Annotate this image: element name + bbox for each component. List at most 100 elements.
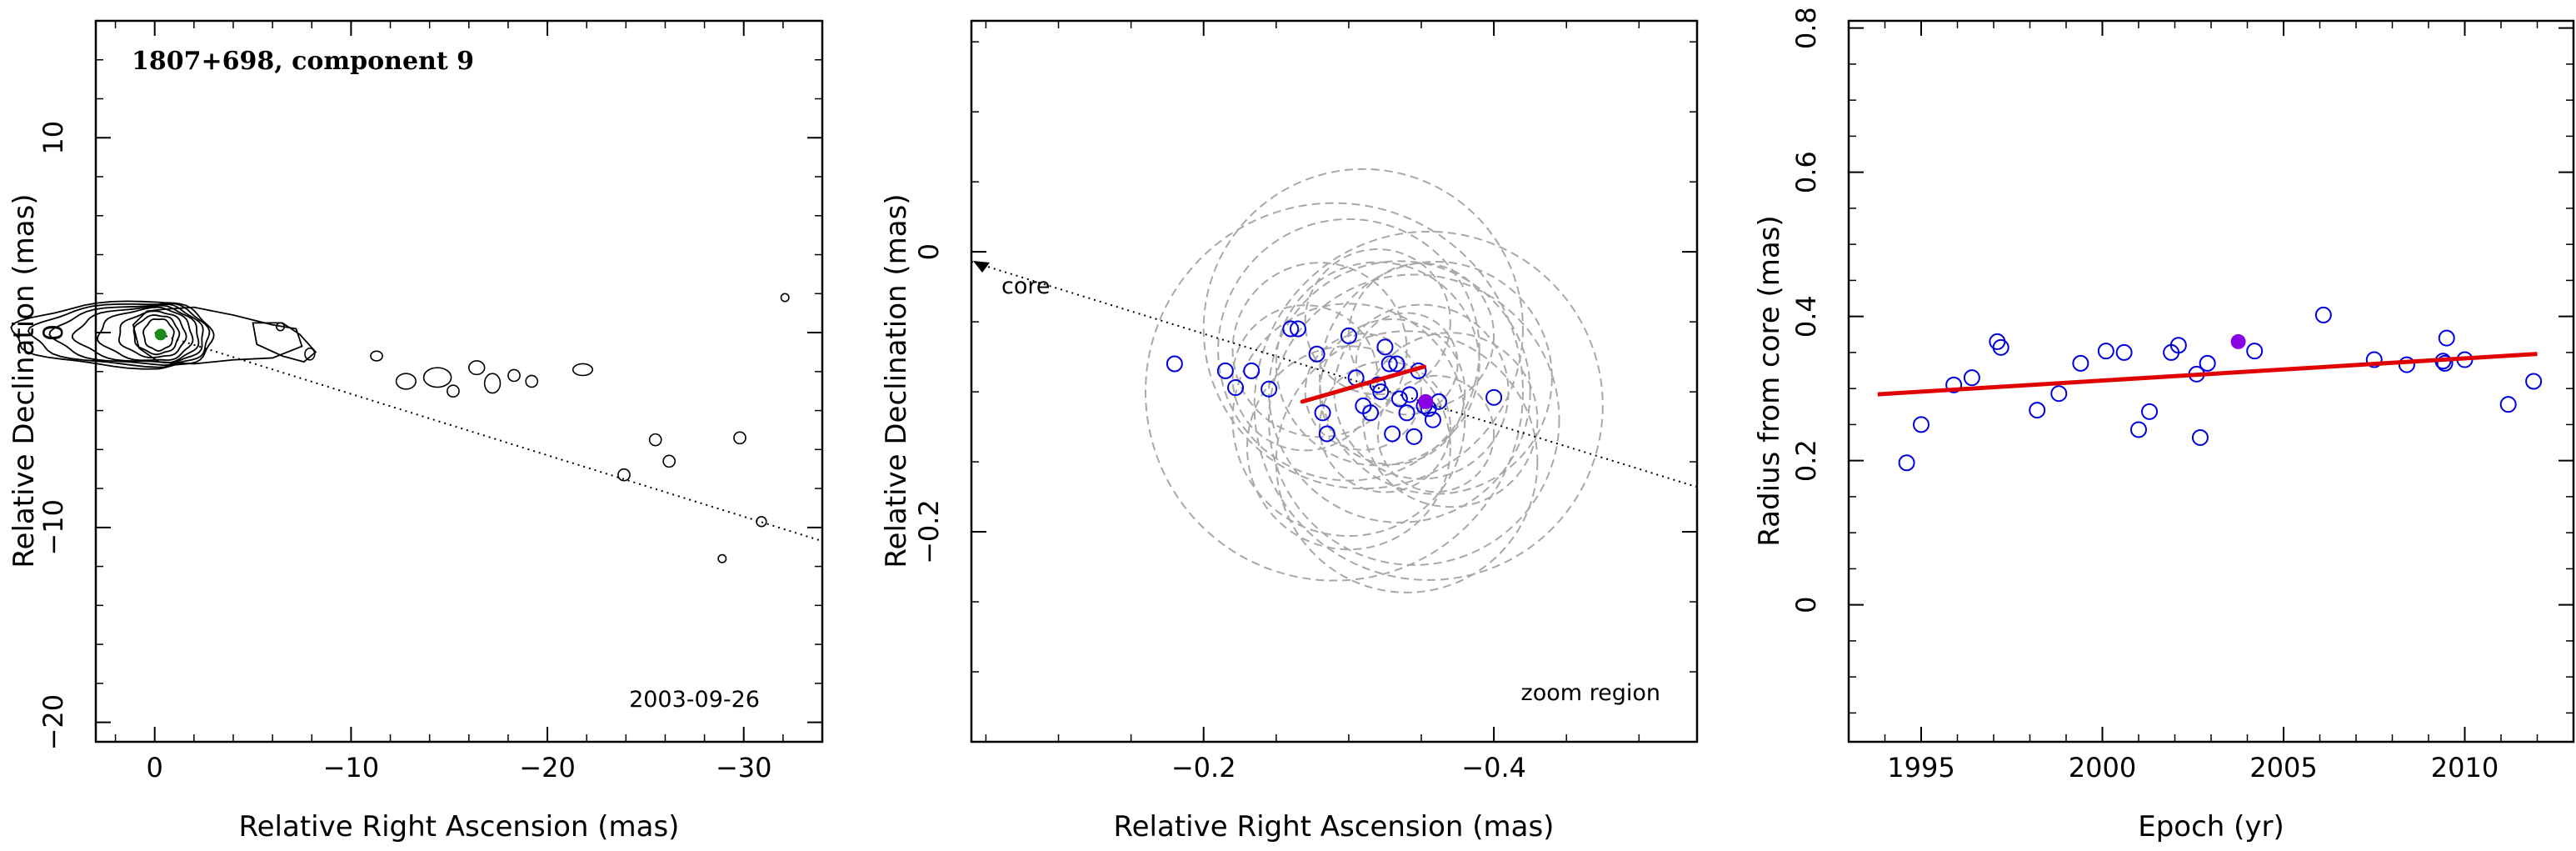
epoch-date-label: 2003-09-26 bbox=[629, 687, 760, 713]
epoch-point bbox=[1282, 320, 1300, 338]
radius-point bbox=[2436, 354, 2454, 372]
axis-ticks bbox=[971, 21, 1697, 742]
epoch-point bbox=[1398, 404, 1415, 422]
error-circle bbox=[1145, 202, 1524, 582]
contour-noise bbox=[467, 360, 486, 376]
plot-frame bbox=[94, 19, 824, 743]
radius-point bbox=[1898, 454, 1915, 472]
epoch-point bbox=[1384, 425, 1401, 443]
error-circle bbox=[1319, 360, 1451, 493]
map-panel: 0 −10 −20 −30 −20 −10 0 10 1807+698, component … bbox=[7, 19, 824, 843]
radius-point bbox=[1992, 338, 2009, 356]
y-tick-label: 10 bbox=[37, 121, 69, 155]
contour-line bbox=[132, 314, 181, 356]
y-tick-label: 0.8 bbox=[1790, 7, 1822, 49]
y-tick-label: 0.6 bbox=[1790, 151, 1822, 193]
epoch-point bbox=[1243, 362, 1261, 379]
error-circle bbox=[1253, 230, 1604, 581]
x-tick-label: 0 bbox=[147, 752, 163, 783]
x-axis-label: Relative Right Ascension (mas) bbox=[239, 810, 680, 843]
jet-axis-line bbox=[154, 332, 823, 543]
epoch-point bbox=[1308, 345, 1325, 363]
contour-noise bbox=[756, 516, 767, 528]
axis-ticks bbox=[96, 20, 823, 742]
zoom-panel: −0.2 −0.4 −0.2 0 core zoom region Relative … bbox=[880, 19, 1699, 843]
contour-line bbox=[97, 306, 194, 362]
error-circle bbox=[1217, 218, 1480, 482]
epoch-point bbox=[1340, 327, 1357, 344]
x-tick-label: 2005 bbox=[2249, 752, 2317, 783]
error-circle bbox=[1275, 330, 1539, 593]
radius-point bbox=[2072, 354, 2089, 372]
radius-point bbox=[2438, 329, 2455, 347]
y-axis-label: Relative Declination (mas) bbox=[880, 193, 913, 568]
radius-point bbox=[2246, 343, 2264, 360]
error-circle bbox=[1355, 312, 1459, 416]
contour-noise bbox=[483, 373, 502, 394]
radius-panel: 1995 2000 2005 2010 0 0.2 0.4 0.6 0.8 Epoch (yr)… bbox=[1753, 7, 2575, 843]
radius-point bbox=[1963, 369, 1980, 387]
contour-line bbox=[71, 304, 200, 364]
contour-line bbox=[48, 303, 204, 367]
radius-point bbox=[2097, 343, 2114, 360]
contour-noise bbox=[395, 373, 417, 390]
linear-fit-line bbox=[1877, 352, 2538, 397]
radius-point bbox=[2525, 373, 2543, 390]
epoch-point bbox=[1388, 355, 1405, 373]
error-circle bbox=[1231, 262, 1408, 438]
y-tick-label: 0 bbox=[1790, 596, 1822, 613]
y-tick-label: −20 bbox=[37, 694, 69, 751]
radius-point bbox=[2199, 354, 2216, 372]
radius-point bbox=[2130, 421, 2147, 438]
contour-noise bbox=[276, 322, 286, 332]
x-axis-label: Epoch (yr) bbox=[2138, 810, 2284, 843]
radius-point bbox=[2499, 396, 2517, 413]
component-marker bbox=[154, 328, 167, 341]
epoch-point bbox=[1314, 404, 1331, 422]
y-tick-label: 0.2 bbox=[1790, 439, 1822, 482]
contour-line bbox=[132, 306, 303, 365]
epoch-point bbox=[1166, 355, 1183, 373]
core-annotation: core bbox=[1001, 273, 1050, 299]
epoch-point bbox=[1289, 320, 1306, 338]
error-circle bbox=[1319, 318, 1466, 466]
epoch-point bbox=[1401, 386, 1419, 403]
contour-noise bbox=[525, 374, 539, 388]
epoch-point bbox=[1318, 425, 1335, 443]
error-circle bbox=[1202, 168, 1524, 490]
radius-point bbox=[2115, 343, 2133, 361]
contour-noise bbox=[304, 347, 316, 361]
epoch-point bbox=[1376, 338, 1394, 356]
error-circle bbox=[1376, 374, 1495, 493]
radius-point bbox=[2141, 403, 2159, 420]
epoch-point bbox=[1485, 388, 1503, 406]
tick-labels: 1995 2000 2005 2010 0 0.2 0.4 0.6 0.8 bbox=[1790, 7, 2499, 783]
contour-noise bbox=[733, 431, 746, 445]
epoch-point bbox=[1390, 390, 1408, 408]
x-tick-label: −0.2 bbox=[1171, 752, 1236, 783]
radius-point bbox=[1913, 416, 1930, 433]
highlighted-epoch-point bbox=[2230, 333, 2246, 349]
contour-map bbox=[10, 300, 317, 370]
x-tick-label: 2000 bbox=[2069, 752, 2136, 783]
contour-noise bbox=[662, 454, 676, 468]
epoch-point bbox=[1261, 380, 1278, 398]
axis-ticks bbox=[1848, 21, 2574, 742]
contour-line bbox=[117, 310, 187, 359]
x-tick-label: 1995 bbox=[1887, 752, 1954, 783]
panel-title: 1807+698, component 9 bbox=[132, 47, 474, 76]
radius-point bbox=[2050, 385, 2068, 403]
epoch-point bbox=[1369, 376, 1386, 393]
error-circle bbox=[1362, 332, 1539, 508]
contour-line bbox=[252, 322, 317, 363]
y-tick-label: 0 bbox=[37, 324, 69, 341]
epoch-point bbox=[1216, 362, 1234, 379]
radius-point bbox=[2398, 356, 2415, 373]
y-tick-label: −0.2 bbox=[913, 499, 945, 564]
zoom-region-annotation: zoom region bbox=[1521, 680, 1660, 706]
y-tick-label: −10 bbox=[37, 499, 69, 556]
epoch-point bbox=[1372, 383, 1390, 401]
radius-point bbox=[1945, 376, 1963, 393]
x-tick-label: −0.4 bbox=[1461, 752, 1526, 783]
jet-axis-line bbox=[971, 260, 1698, 488]
